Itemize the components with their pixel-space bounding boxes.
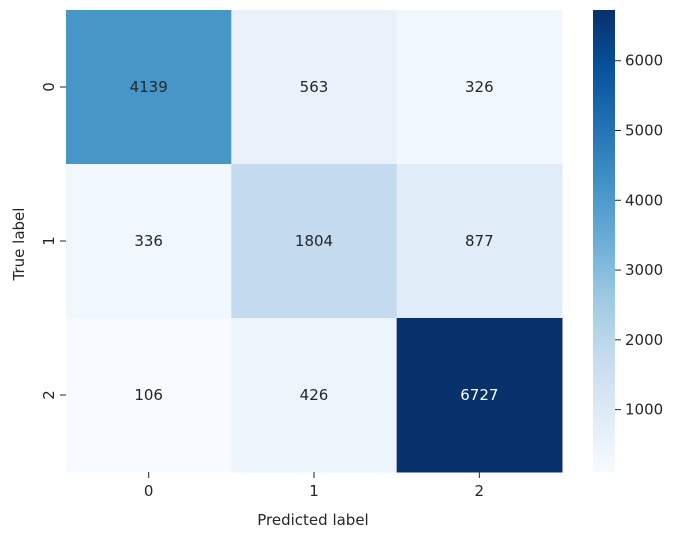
cell-value-r0-c0: 4139 [130,78,168,96]
cell-value-r2-c0: 106 [134,386,163,404]
y-axis: 0 1 2 [40,82,66,400]
cell-value-r1-c2: 877 [465,232,494,250]
x-axis-label: Predicted label [257,511,368,529]
heatmap-cells [66,10,563,473]
heatmap-annotations: 4139 563 326 336 1804 877 106 426 6727 [130,78,499,404]
colorbar-tick-label-4000: 4000 [625,191,663,209]
cell-value-r0-c2: 326 [465,78,494,96]
colorbar: 1000 2000 3000 4000 5000 6000 [593,10,663,472]
y-axis-label: True label [10,208,28,282]
heatmap-cell-r2-c1 [231,318,398,473]
heatmap-cell-r0-c0 [66,10,232,165]
x-tick-label-0: 0 [144,482,154,500]
heatmap-cell-r1-c0 [66,164,232,319]
x-axis: 0 1 2 [144,472,484,500]
colorbar-tick-label-5000: 5000 [625,122,663,140]
colorbar-tick-label-1000: 1000 [625,401,663,419]
heatmap-cell-r0-c2 [396,10,563,165]
y-tick-label-0: 0 [40,82,58,92]
x-tick-label-1: 1 [309,482,319,500]
y-tick-label-2: 2 [40,390,58,400]
heatmap-cell-r1-c2 [396,164,563,319]
heatmap-cell-r2-c0 [66,318,232,473]
heatmap-cell-r0-c1 [231,10,398,165]
colorbar-tick-label-2000: 2000 [625,331,663,349]
x-tick-label-2: 2 [475,482,485,500]
cell-value-r2-c2: 6727 [460,386,498,404]
colorbar-gradient [593,10,615,472]
heatmap-cell-r2-c2 [396,318,563,473]
cell-value-r2-c1: 426 [300,386,329,404]
y-tick-label-1: 1 [40,236,58,246]
colorbar-tick-label-6000: 6000 [625,52,663,70]
cell-value-r1-c1: 1804 [295,232,333,250]
colorbar-tick-label-3000: 3000 [625,261,663,279]
heatmap-cell-r1-c1 [231,164,398,319]
cell-value-r1-c0: 336 [134,232,163,250]
cell-value-r0-c1: 563 [300,78,329,96]
